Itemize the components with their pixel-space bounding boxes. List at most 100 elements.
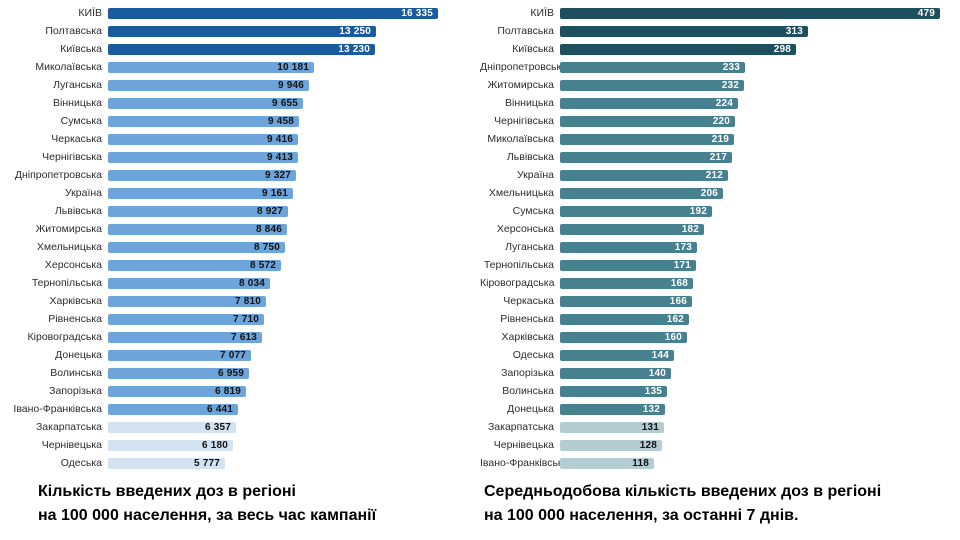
bar: 168 [560,277,693,289]
bar: 6 357 [108,421,236,433]
bar-row: КИЇВ 479 [480,4,960,22]
bar-track: 162 [560,313,960,325]
bar-row: Київська 298 [480,40,960,58]
region-label: Сумська [512,205,554,217]
region-label: Хмельницька [488,187,554,199]
caption-total-doses: Кількість введених доз в регіоні на 100 … [38,480,376,528]
bar-value: 131 [641,421,659,433]
bar-track: 8 846 [108,223,480,235]
bar-row: Черкаська 166 [480,292,960,310]
bar-row: Донецька 132 [480,400,960,418]
bar: 162 [560,313,689,325]
bar-row: Донецька 7 077 [0,346,480,364]
bar-track: 8 750 [108,241,480,253]
bar: 206 [560,187,723,199]
bar-track: 118 [560,457,960,469]
region-label: Дніпропетровська [480,61,568,73]
bar-rows: КИЇВ 479 Полтавська 313 Київська 298 Дніпропет… [480,4,960,472]
bar-value: 6 357 [204,421,231,433]
region-label: Житомирська [487,79,554,91]
bar: 166 [560,295,692,307]
region-label: Львівська [54,205,102,217]
bar-track: 10 181 [108,61,480,73]
bar-track: 160 [560,331,960,343]
bar-row: Запорізька 140 [480,364,960,382]
bar: 217 [560,151,732,163]
bar-row: Львівська 8 927 [0,202,480,220]
bar-value: 233 [722,61,740,73]
region-label: Волинська [50,367,102,379]
caption-line: Кількість введених доз в регіоні [38,483,296,500]
region-label: Хмельницька [36,241,102,253]
region-label: Сумська [60,115,102,127]
region-label: Луганська [53,79,102,91]
bar-row: Київська 13 230 [0,40,480,58]
bar-value: 13 250 [339,25,371,37]
bar-track: 13 230 [108,43,480,55]
region-label: Вінницька [53,97,102,109]
bar-row: Кіровоградська 7 613 [0,328,480,346]
bar-track: 224 [560,97,960,109]
bar: 118 [560,457,654,469]
bar-row: Луганська 9 946 [0,76,480,94]
bar: 13 230 [108,43,375,55]
region-label: Одеська [512,349,554,361]
bar-row: Кіровоградська 168 [480,274,960,292]
region-label: Запорізька [501,367,554,379]
bar-track: 13 250 [108,25,480,37]
bar-row: Черкаська 9 416 [0,130,480,148]
bar: 8 750 [108,241,285,253]
region-label: Київська [512,43,554,55]
bar-track: 9 655 [108,97,480,109]
bar-rows: КИЇВ 16 335 Полтавська 13 250 Київська 13 230… [0,4,480,472]
region-label: Закарпатська [35,421,102,433]
bar-value: 140 [648,367,666,379]
bar: 5 777 [108,457,225,469]
bar-value: 7 077 [219,349,246,361]
bar-track: 206 [560,187,960,199]
region-label: Донецька [507,403,554,415]
region-label: Волинська [502,385,554,397]
bar-row: Одеська 144 [480,346,960,364]
bar-value: 313 [785,25,803,37]
bar-value: 217 [709,151,727,163]
bar-row: Луганська 173 [480,238,960,256]
bar: 8 846 [108,223,287,235]
bar-value: 6 959 [217,367,244,379]
bar-track: 168 [560,277,960,289]
bar-row: Івано-Франківська 6 441 [0,400,480,418]
bar: 224 [560,97,738,109]
bar-row: Хмельницька 8 750 [0,238,480,256]
bar: 298 [560,43,796,55]
bar-track: 220 [560,115,960,127]
region-label: Черкаська [503,295,554,307]
bar-value: 6 441 [206,403,233,415]
bar-row: Одеська 5 777 [0,454,480,472]
region-label: Чернігівська [494,115,554,127]
bar-row: Івано-Франківська 118 [480,454,960,472]
region-label: Кіровоградська [480,277,555,289]
bar-track: 132 [560,403,960,415]
bar-value: 9 946 [277,79,304,91]
bar-row: Рівненська 7 710 [0,310,480,328]
bar-track: 9 416 [108,133,480,145]
bar-row: Дніпропетровська 233 [480,58,960,76]
bar-track: 298 [560,43,960,55]
bar: 10 181 [108,61,314,73]
bar-track: 219 [560,133,960,145]
bar-row: Волинська 6 959 [0,364,480,382]
bar-value: 132 [642,403,660,415]
bar-track: 144 [560,349,960,361]
bar-value: 8 750 [253,241,280,253]
region-label: Дніпропетровська [14,169,102,181]
doses-total-chart: КИЇВ 16 335 Полтавська 13 250 Київська 13 230… [0,4,480,472]
bar-row: Херсонська 182 [480,220,960,238]
bar-value: 135 [644,385,662,397]
bar-row: Чернігівська 9 413 [0,148,480,166]
region-label: Луганська [505,241,554,253]
bar-track: 7 710 [108,313,480,325]
bar-row: Вінницька 224 [480,94,960,112]
bar: 8 572 [108,259,281,271]
bar-track: 171 [560,259,960,271]
region-label: КИЇВ [78,7,102,19]
